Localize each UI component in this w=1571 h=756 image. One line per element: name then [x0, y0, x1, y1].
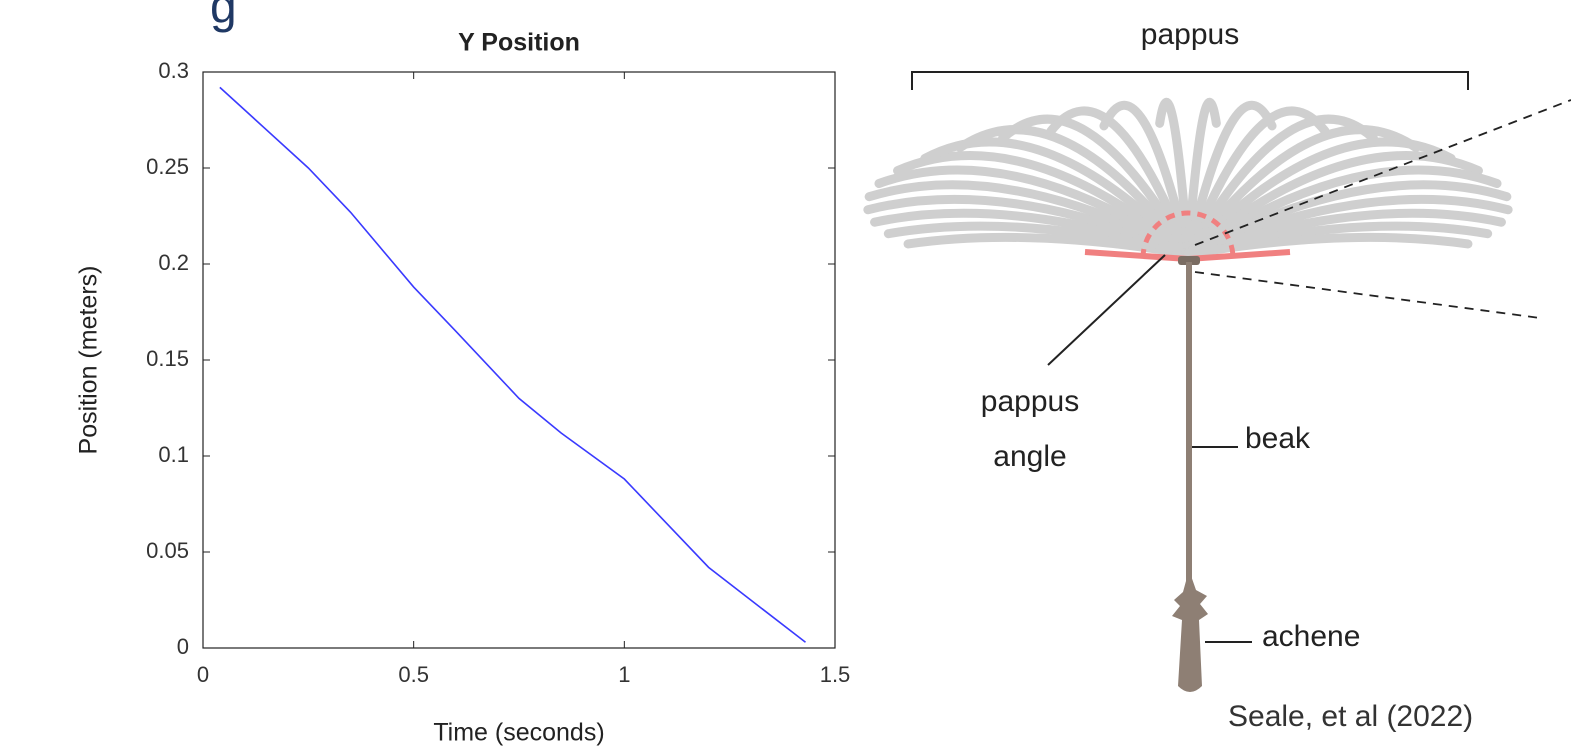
x-tick-label: 0.5: [398, 662, 429, 687]
data-line: [219, 86, 806, 643]
y-tick-label: 0.25: [146, 154, 189, 179]
y-tick-label: 0: [177, 634, 189, 659]
pappus-angle-label: angle: [993, 440, 1066, 473]
zoom-line: [1194, 271, 1541, 319]
filament: [1183, 106, 1330, 259]
filament: [920, 137, 1193, 259]
y-tick-label: 0.15: [146, 346, 189, 371]
angle-arc: [1140, 210, 1236, 259]
achene: [1172, 570, 1208, 692]
y-tick-label: 0.05: [146, 538, 189, 563]
chart-title: Y Position: [458, 29, 580, 57]
x-tick-label: 0: [197, 662, 209, 687]
y-tick-label: 0.1: [158, 442, 189, 467]
filament: [1155, 97, 1193, 259]
zoom-line: [1194, 99, 1571, 246]
achene-label: achene: [1262, 620, 1360, 653]
filament: [874, 165, 1193, 259]
pappus-bracket: [911, 71, 1469, 90]
heading: g: [210, 0, 237, 34]
beak-label: beak: [1245, 422, 1311, 455]
filament: [864, 180, 1193, 259]
seed-diagram: pappus pappus angle beak achene Seale, e…: [863, 18, 1571, 733]
y-tick-label: 0.3: [158, 58, 189, 83]
filament: [1183, 151, 1483, 259]
filament: [1183, 125, 1421, 259]
x-axis-label: Time (seconds): [433, 719, 604, 747]
filament: [1183, 97, 1221, 259]
filament: [1183, 137, 1456, 259]
filament: [955, 125, 1193, 259]
filament: [1183, 232, 1473, 259]
filament: [1046, 106, 1193, 259]
x-tick-label: 1.5: [820, 662, 851, 687]
filament: [1183, 165, 1502, 259]
beak-top: [1178, 256, 1200, 265]
filament: [1183, 114, 1378, 259]
citation: Seale, et al (2022): [1228, 700, 1473, 733]
pappus-angle-label: pappus: [981, 385, 1079, 418]
pappus-filaments: [863, 97, 1513, 259]
pointer: [1047, 254, 1166, 366]
y-axis-label: Position (meters): [75, 266, 103, 455]
filament: [998, 114, 1193, 259]
y-tick-label: 0.2: [158, 250, 189, 275]
x-tick-label: 1: [618, 662, 630, 687]
pappus-label: pappus: [1141, 18, 1239, 51]
filament: [1099, 100, 1193, 259]
filament: [1183, 100, 1277, 259]
